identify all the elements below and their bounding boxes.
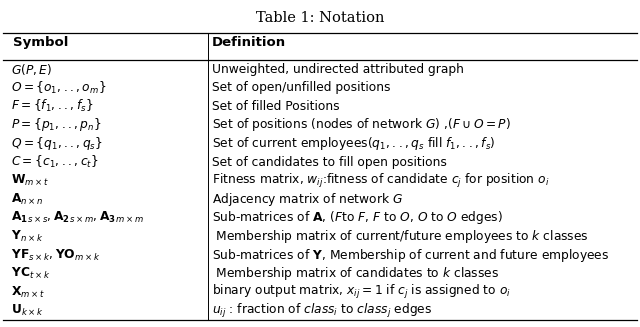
Text: Table 1: Notation: Table 1: Notation	[256, 11, 384, 26]
Text: $\mathbf{A}_{n\times n}$: $\mathbf{A}_{n\times n}$	[11, 192, 44, 207]
Text: Unweighted, undirected attributed graph: Unweighted, undirected attributed graph	[212, 63, 464, 76]
Text: Set of current employees($q_1, .., q_s$ fill $f_1, .., f_s$): Set of current employees($q_1, .., q_s$ …	[212, 135, 495, 152]
Text: $Q = \{q_1, .., q_s\}$: $Q = \{q_1, .., q_s\}$	[11, 135, 103, 152]
Text: binary output matrix, $x_{ij} = 1$ if $c_j$ is assigned to $o_i$: binary output matrix, $x_{ij} = 1$ if $c…	[212, 283, 511, 301]
Text: $O = \{o_1, .., o_m\}$: $O = \{o_1, .., o_m\}$	[11, 80, 106, 96]
Text: Sub-matrices of $\mathbf{Y}$, Membership of current and future employees: Sub-matrices of $\mathbf{Y}$, Membership…	[212, 247, 609, 264]
Text: $C = \{c_1, .., c_t\}$: $C = \{c_1, .., c_t\}$	[11, 154, 99, 170]
Text: $\mathbf{YF}_{s\times k},\mathbf{YO}_{m\times k}$: $\mathbf{YF}_{s\times k},\mathbf{YO}_{m\…	[11, 248, 100, 263]
Text: $\mathbf{A_1}_{s\times s}, \mathbf{A_2}_{s\times m}, \mathbf{A_3}_{m\times m}$: $\mathbf{A_1}_{s\times s}, \mathbf{A_2}_…	[11, 210, 143, 226]
Text: Symbol: Symbol	[13, 36, 68, 49]
Text: $F = \{f_1, .., f_s\}$: $F = \{f_1, .., f_s\}$	[11, 98, 93, 114]
Text: Sub-matrices of $\mathbf{A}$, ($F$to $F$, $F$ to $O$, $O$ to $O$ edges): Sub-matrices of $\mathbf{A}$, ($F$to $F$…	[212, 209, 503, 226]
Text: Adjacency matrix of network $G$: Adjacency matrix of network $G$	[212, 191, 403, 208]
Text: $u_{ij}$ : fraction of $class_i$ to $class_j$ edges: $u_{ij}$ : fraction of $class_i$ to $cla…	[212, 302, 432, 320]
Text: $ \mathbf{YC}_{t\times k}$: $ \mathbf{YC}_{t\times k}$	[11, 266, 50, 281]
Text: Set of candidates to fill open positions: Set of candidates to fill open positions	[212, 156, 447, 169]
Text: Membership matrix of current/future employees to $k$ classes: Membership matrix of current/future empl…	[212, 228, 589, 245]
Text: Fitness matrix, $w_{ij}$:fitness of candidate $c_j$ for position $o_i$: Fitness matrix, $w_{ij}$:fitness of cand…	[212, 172, 549, 190]
Text: Definition: Definition	[212, 36, 286, 49]
Text: $\mathbf{Y}_{n\times k}$: $\mathbf{Y}_{n\times k}$	[11, 229, 43, 244]
Text: Set of positions (nodes of network $G$) ,($F \cup O = P$): Set of positions (nodes of network $G$) …	[212, 116, 511, 133]
Text: $\mathbf{X}_{m\times t}$: $\mathbf{X}_{m\times t}$	[11, 285, 45, 300]
Text: $\mathbf{W}_{m\times t}$: $\mathbf{W}_{m\times t}$	[11, 173, 49, 188]
Text: $ P = \{p_1, .., p_n\}$: $ P = \{p_1, .., p_n\}$	[11, 116, 102, 133]
Text: Membership matrix of candidates to $k$ classes: Membership matrix of candidates to $k$ c…	[212, 265, 499, 282]
Text: Set of filled Positions: Set of filled Positions	[212, 100, 339, 113]
Text: Set of open/unfilled positions: Set of open/unfilled positions	[212, 81, 390, 94]
Text: $G(P, E)$: $G(P, E)$	[11, 62, 52, 77]
Text: $\mathbf{U}_{k\times k}$: $\mathbf{U}_{k\times k}$	[11, 303, 44, 318]
